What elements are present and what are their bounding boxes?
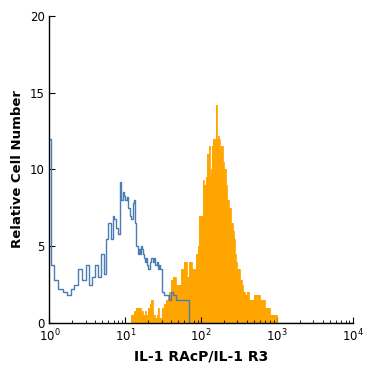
X-axis label: IL-1 RAcP/IL-1 R3: IL-1 RAcP/IL-1 R3 <box>134 350 268 364</box>
Y-axis label: Relative Cell Number: Relative Cell Number <box>11 90 24 249</box>
